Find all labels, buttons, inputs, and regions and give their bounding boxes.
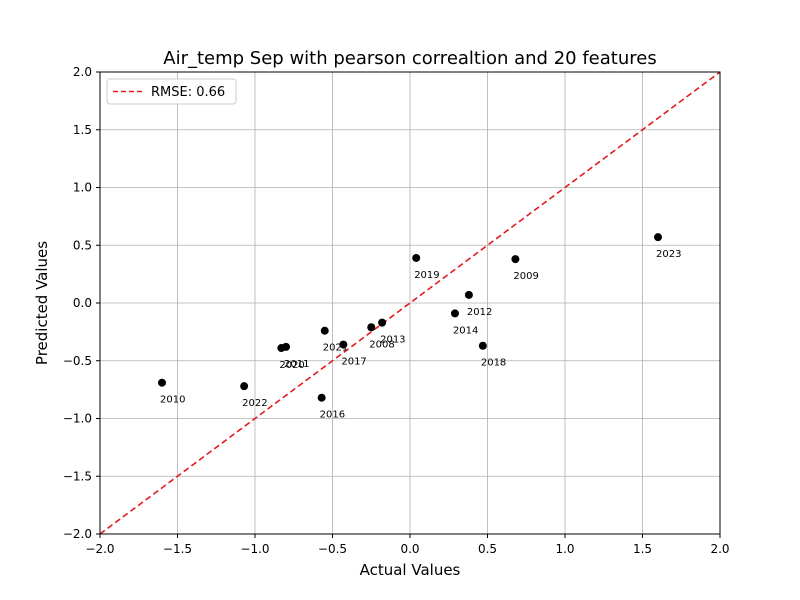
legend: RMSE: 0.66 — [106, 78, 237, 105]
x-tick-label: −2.0 — [85, 542, 114, 556]
y-tick-label: −0.5 — [63, 354, 92, 368]
y-tick-label: 2.0 — [73, 65, 92, 79]
y-tick-label: 1.5 — [73, 123, 92, 137]
y-tick-label: −2.0 — [63, 527, 92, 541]
data-point-label: 2014 — [453, 325, 478, 336]
data-point-label: 2009 — [513, 271, 538, 282]
x-tick-label: −1.0 — [240, 542, 269, 556]
data-point-label: 2022 — [242, 398, 267, 409]
y-tick-label: 1.0 — [73, 181, 92, 195]
data-point — [511, 255, 520, 264]
data-point — [282, 342, 290, 351]
legend-box — [106, 78, 237, 105]
data-point-label: 2018 — [481, 358, 506, 369]
data-point — [339, 340, 348, 349]
legend-entry-rmse: RMSE: 0.66 — [151, 85, 225, 100]
y-tick-label: 0.5 — [73, 238, 92, 252]
reference-line — [99, 71, 721, 535]
data-point-label: 2020 — [279, 360, 304, 371]
x-tick-label: 1.5 — [633, 542, 652, 556]
data-point — [478, 341, 487, 350]
y-tick-label: 0.0 — [73, 296, 92, 310]
data-point — [158, 378, 166, 387]
data-point — [317, 393, 326, 402]
y-tick-label: −1.0 — [63, 412, 92, 426]
data-point — [320, 326, 329, 335]
data-point — [464, 290, 473, 299]
x-tick-label: 2.0 — [710, 542, 729, 556]
data-point-label: 2017 — [341, 357, 366, 368]
x-tick-label: 0.5 — [478, 542, 497, 556]
data-point-label: 2023 — [656, 249, 681, 260]
axis-ticks: −2.0 −1.5 −1.0 −0.5 0.0 0.5 1.0 1.5 2.0 −2.0 −1.5 −… — [63, 65, 730, 556]
chart-title: Air_temp Sep with pearson correaltion an… — [163, 48, 656, 69]
data-point — [450, 309, 459, 318]
data-point — [378, 318, 387, 327]
x-tick-label: 1.0 — [555, 542, 574, 556]
data-point-label: 2021 — [323, 343, 348, 354]
data-point-label: 2016 — [320, 410, 345, 421]
reference-line-layer — [99, 71, 721, 535]
data-point-label: 2013 — [380, 335, 405, 346]
y-tick-label: −1.5 — [63, 469, 92, 483]
data-point-label: 2008 — [369, 339, 394, 350]
data-point-label: 2011 — [284, 359, 309, 370]
data-point — [367, 323, 376, 332]
data-point — [654, 233, 662, 242]
data-point-label: 2012 — [467, 307, 492, 318]
x-tick-label: −0.5 — [318, 542, 347, 556]
y-axis-label: Predicted Values — [33, 241, 51, 365]
data-point — [240, 382, 249, 391]
x-tick-label: −1.5 — [163, 542, 192, 556]
x-axis-label: Actual Values — [360, 561, 461, 579]
data-point-label: 2010 — [160, 395, 185, 406]
data-point — [412, 253, 421, 262]
data-point-label: 2019 — [414, 270, 439, 281]
x-tick-label: 0.0 — [400, 542, 419, 556]
